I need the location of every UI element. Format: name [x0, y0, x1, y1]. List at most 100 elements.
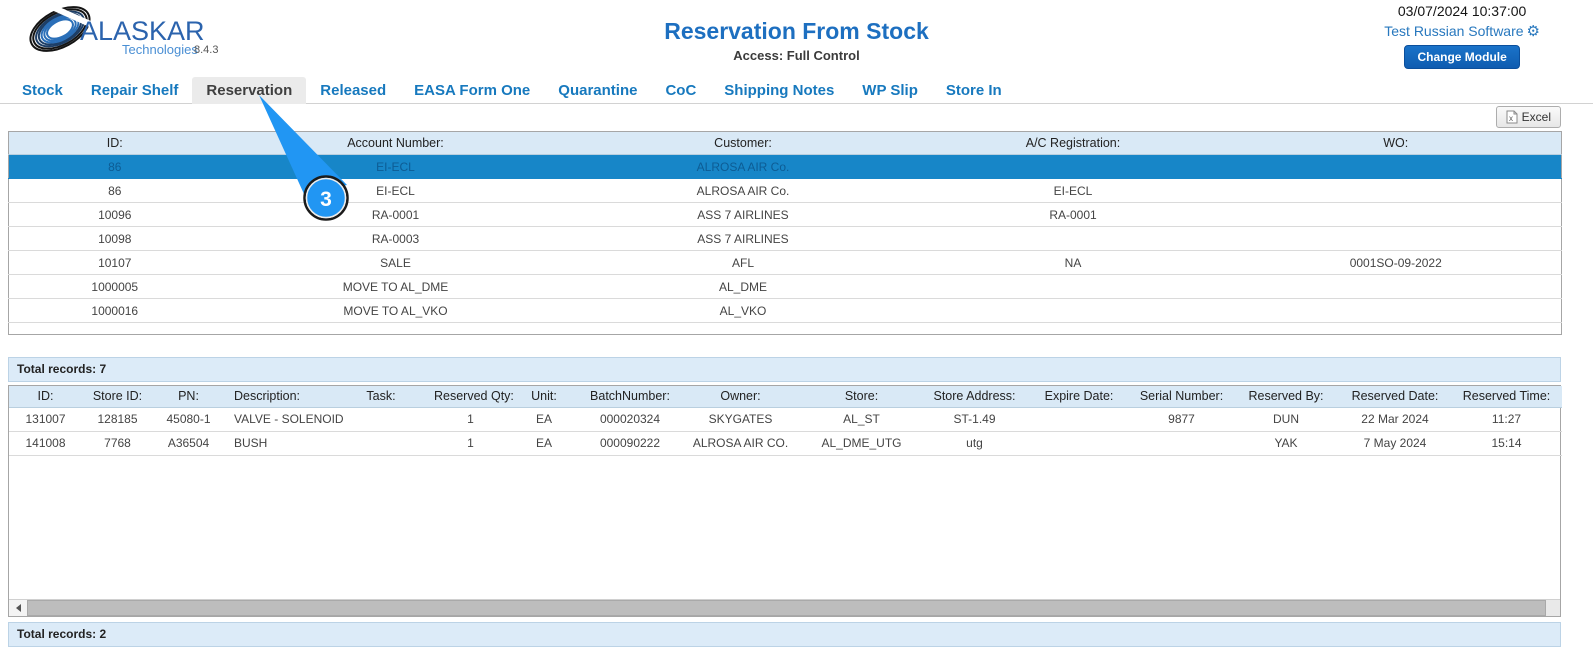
horizontal-scrollbar[interactable] [9, 599, 1560, 616]
change-module-button[interactable]: Change Module [1404, 45, 1520, 69]
cell: AL_DME_UTG [802, 431, 921, 456]
column-header: Store: [802, 386, 921, 408]
column-header: Task: [328, 386, 434, 408]
cell: AFL [570, 250, 916, 275]
account-link[interactable]: Test Russian Software ⚙ [1384, 22, 1540, 40]
column-header: Description: [224, 386, 328, 408]
cell: 86 [8, 154, 221, 179]
tab-released[interactable]: Released [320, 82, 387, 99]
cell: YAK [1233, 431, 1339, 456]
top-bar: ALASKAR Technologies 8.4.3 Reservation F… [0, 0, 1593, 77]
table-row[interactable]: 10098 RA-0003 ASS 7 AIRLINES [8, 226, 1562, 251]
column-header: Reserved Qty: [434, 386, 514, 408]
cell [1230, 154, 1562, 179]
column-header: Expire Date: [1028, 386, 1130, 408]
cell: NA [915, 250, 1231, 275]
table-row[interactable]: 1000016 MOVE TO AL_VKO AL_VKO [8, 298, 1562, 323]
cell: ALROSA AIR Co. [570, 154, 916, 179]
table-row[interactable]: 10096 RA-0001 ASS 7 AIRLINES RA-0001 [8, 202, 1562, 227]
cell [1230, 226, 1562, 251]
cell: 9877 [1130, 407, 1233, 432]
table-row[interactable]: 86 EI-ECL ALROSA AIR Co. EI-ECL [8, 178, 1562, 203]
cell: 7768 [82, 431, 153, 456]
tab-stock[interactable]: Stock [22, 82, 63, 99]
table-row[interactable]: 86 EI-ECL ALROSA AIR Co. [8, 154, 1562, 179]
cell: EI-ECL [915, 178, 1231, 203]
table-row[interactable]: 10107 SALE AFL NA 0001SO-09-2022 [8, 250, 1562, 275]
cell: VALVE - SOLENOID [224, 407, 344, 432]
column-header: Unit: [507, 386, 581, 408]
cell: 131007 [9, 407, 82, 432]
gear-icon[interactable]: ⚙ [1526, 23, 1540, 40]
scrollbar-thumb[interactable] [27, 600, 1546, 616]
cell: SALE [220, 250, 571, 275]
column-header: BatchNumber: [581, 386, 679, 408]
table-row[interactable]: 1000005 MOVE TO AL_DME AL_DME [8, 274, 1562, 299]
cell: EI-ECL [220, 178, 571, 203]
cell [1230, 274, 1562, 299]
cell [1028, 431, 1130, 456]
tab-easa-form-one[interactable]: EASA Form One [414, 82, 531, 99]
cell: MOVE TO AL_DME [220, 274, 571, 299]
column-header: Store Address: [921, 386, 1028, 408]
cell: 1000016 [8, 298, 221, 323]
cell [1230, 298, 1562, 323]
column-header: Reserved Date: [1339, 386, 1451, 408]
empty-space [9, 456, 1560, 600]
current-datetime: 03/07/2024 10:37:00 [1397, 3, 1527, 19]
cell [328, 431, 434, 456]
logo-sub: Technologies [122, 42, 198, 57]
column-header: A/C Registration: [915, 131, 1231, 155]
cell: 15:14 [1451, 431, 1562, 456]
tab-reservation[interactable]: Reservation [192, 77, 307, 104]
cell: RA-0001 [220, 202, 571, 227]
reservations-table: ID: Account Number: Customer: A/C Registrat… [8, 131, 1562, 335]
scroll-left-button[interactable] [9, 600, 27, 616]
column-header: Account Number: [220, 131, 571, 155]
tab-coc[interactable]: CoC [665, 82, 697, 99]
cell: 86 [8, 178, 221, 203]
items-total-bar: Total records: 2 [8, 622, 1561, 647]
tab-repair-shelf[interactable]: Repair Shelf [90, 82, 179, 99]
cell: EA [507, 407, 581, 432]
column-header: Reserved Time: [1451, 386, 1562, 408]
tab-bar: Stock Repair Shelf Reservation Released EASA… [0, 77, 1593, 104]
column-header: Serial Number: [1130, 386, 1233, 408]
toolbar-row: x Excel [0, 104, 1593, 131]
cell: 10096 [8, 202, 221, 227]
cell: ASS 7 AIRLINES [570, 202, 916, 227]
cell: AL_VKO [570, 298, 916, 323]
tab-quarantine[interactable]: Quarantine [558, 82, 638, 99]
reserved-items-region: ID: Store ID: PN: Description: Task: Reserved… [8, 385, 1562, 617]
account-name: Test Russian Software [1384, 23, 1524, 39]
logo-name: ALASKAR [80, 16, 205, 46]
cell: ALROSA AIR Co. [570, 178, 916, 203]
cell: DUN [1233, 407, 1339, 432]
empty-row [9, 323, 1562, 335]
cell: 000090222 [581, 431, 679, 456]
tab-store-in[interactable]: Store In [945, 82, 1002, 99]
cell: 1000005 [8, 274, 221, 299]
reservations-total-bar: Total records: 7 [8, 357, 1561, 382]
cell [1130, 431, 1233, 456]
cell [915, 274, 1231, 299]
cell: AL_DME [570, 274, 916, 299]
table-row[interactable]: 141008 7768 A36504 BUSH 1 EA 000090222 ALROSA A… [9, 431, 1562, 456]
tab-wp-slip[interactable]: WP Slip [862, 82, 918, 99]
column-header: Owner: [679, 386, 802, 408]
cell: 128185 [82, 407, 153, 432]
cell: MOVE TO AL_VKO [220, 298, 571, 323]
cell: 45080-1 [153, 407, 224, 432]
excel-export-button[interactable]: x Excel [1495, 106, 1561, 128]
cell [1230, 178, 1562, 203]
table-row[interactable]: 131007 128185 45080-1 VALVE - SOLENOID 1 EA 00… [9, 407, 1562, 432]
header-row: ID: Store ID: PN: Description: Task: Reserved… [9, 386, 1562, 408]
column-header: WO: [1230, 131, 1562, 155]
cell: AL_ST [802, 407, 921, 432]
excel-button-label: Excel [1521, 110, 1551, 124]
tab-shipping-notes[interactable]: Shipping Notes [724, 82, 835, 99]
svg-text:x: x [1509, 114, 1513, 123]
excel-file-icon: x [1506, 110, 1518, 124]
cell: 1 [434, 431, 507, 456]
